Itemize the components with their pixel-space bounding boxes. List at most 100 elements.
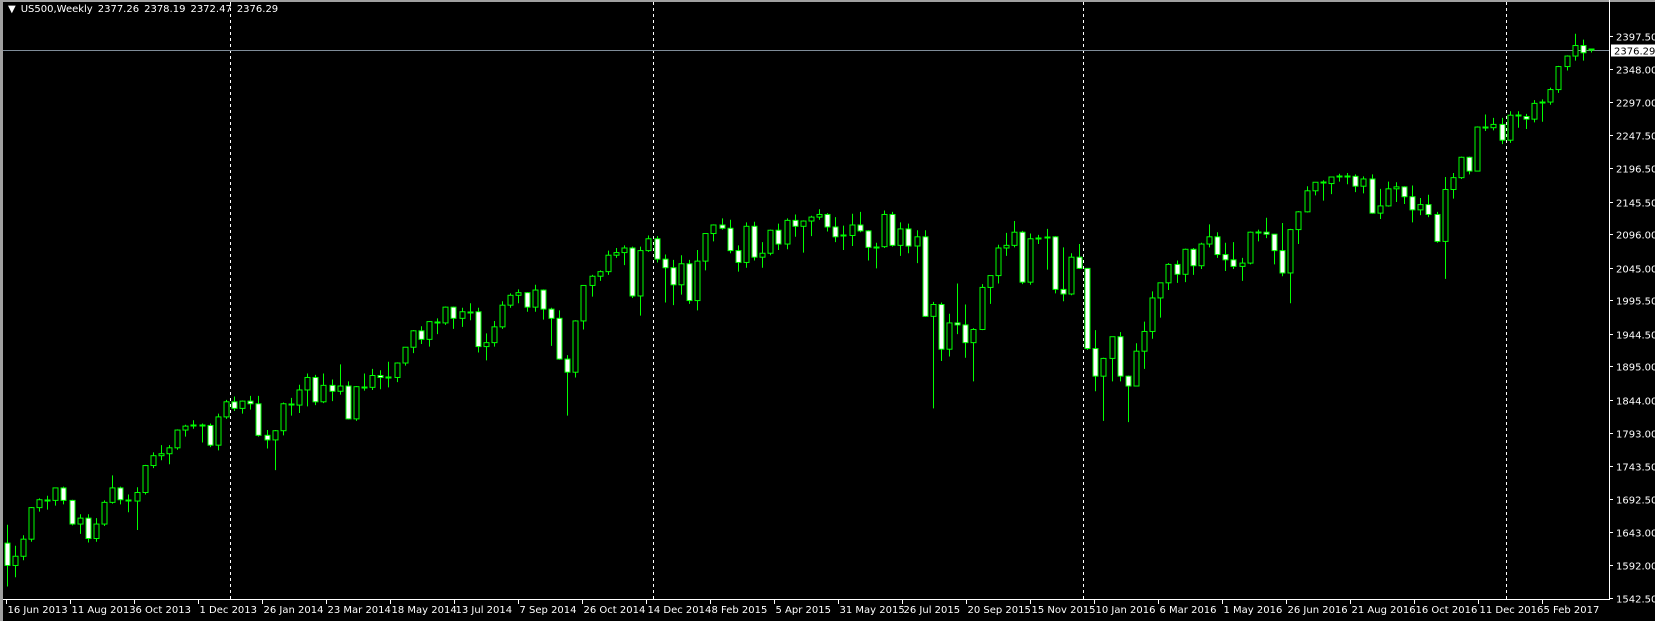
candle-bear [329,379,336,402]
price-tick-label: 1592.00 [1616,562,1655,573]
time-axis[interactable]: 16 Jun 2013 11 Aug 2013 6 Oct 2013 1 Dec 20… [6,599,1600,616]
price-tick-label: 1692.50 [1616,496,1655,507]
current-price-label: 2376.29 [1611,44,1655,58]
candle-bull [914,230,921,264]
candle-bull [1149,291,1156,339]
candle-bear [1084,267,1091,350]
candle-bull [1247,231,1254,265]
candle-bear [312,374,319,406]
candle-bear [1523,113,1530,130]
candle-bull [930,301,937,409]
candle-bear [1425,194,1432,218]
candle-bull [613,247,620,258]
date-tick-label: 8 Feb 2015 [712,605,768,616]
candle-bull [223,399,230,419]
candle-bull [77,514,84,534]
candle-bull [337,364,344,395]
date-tick-label: 5 Apr 2015 [776,605,831,616]
candle-bear [1588,48,1595,53]
candle-bull [580,284,587,330]
candle-bull [142,464,149,495]
candle-bear [60,486,67,505]
candle-bull [1328,176,1335,195]
candle-bull [1417,198,1424,216]
candle-bear [85,514,92,543]
candle-bear [1515,111,1522,128]
candle-bull [1458,156,1465,179]
candle-bear [719,218,726,230]
candle-bull [442,306,449,325]
candle-bull [280,402,287,436]
candle-bull [881,210,888,248]
candle-bear [264,430,271,449]
date-tick-label: 7 Sep 2014 [520,605,577,616]
candle-bull [1474,126,1481,172]
date-tick-label: 14 Dec 2014 [648,605,712,616]
candle-bull [353,386,360,421]
candle-bull [759,242,766,268]
candle-bear [434,318,441,335]
candle-bear [1230,242,1237,270]
candle-bull [1442,176,1449,279]
price-tick-label: 2348.00 [1616,66,1655,77]
price-axis[interactable]: 2397.50 2348.00 2297.00 2247.50 2196.50 2145.… [1609,33,1655,606]
candle-bull [515,289,522,304]
price-tick-label: 1995.50 [1616,297,1655,308]
candle-bull [150,452,157,469]
triangle-down-icon[interactable]: ▼ [8,4,16,15]
candle-bull [946,313,953,357]
price-tick-label: 2045.00 [1616,265,1655,276]
date-tick-label: 11 Dec 2016 [1480,605,1544,616]
candle-bear [1580,39,1587,61]
candle-bear [1052,236,1059,294]
candle-bear [1271,233,1278,265]
candle-bear [686,259,693,304]
candle-bull [426,320,433,347]
candle-bear [1263,217,1270,239]
price-tick-label: 1944.50 [1616,331,1655,342]
candle-bear [727,219,734,254]
date-tick-label: 23 Mar 2014 [328,605,391,616]
candle-bear [450,306,457,329]
price-tick-label: 2196.50 [1616,165,1655,176]
price-tick-label: 1895.00 [1616,363,1655,374]
candle-bear [1352,174,1359,193]
candle-bull [1450,173,1457,199]
candle-bull [402,346,409,366]
candle-bear [475,307,482,353]
date-tick-label: 26 Jul 2015 [904,605,961,616]
candle-bull [767,229,774,256]
candle-bull [645,235,652,252]
candle-bear [1222,242,1229,271]
candle-bear [255,395,262,437]
candle-bull [459,307,466,327]
candle-bear [524,292,531,312]
candle-bull [702,233,709,271]
candle-bull [1068,253,1075,296]
candle-bull [597,270,604,281]
candle-bull [1344,173,1351,185]
candle-bear [922,230,929,317]
candle-bear [418,326,425,344]
candle-bear [1019,230,1026,285]
candle-bull [1157,282,1164,318]
candle-bull [840,225,847,250]
candle-bear [345,381,352,420]
date-tick-label: 6 Oct 2013 [136,605,191,616]
price-tick-label: 2096.00 [1616,231,1655,242]
candle-bull [1003,232,1010,256]
date-tick-label: 1 Dec 2013 [200,605,258,616]
candle-bull [1182,248,1189,283]
period-separators [230,2,1507,599]
candle-bull [995,244,1002,284]
candle-bear [824,213,831,232]
price-tick-label: 1743.50 [1616,463,1655,474]
candle-bull [1198,242,1205,270]
candle-bull [849,213,856,247]
date-tick-label: 5 Feb 2017 [1544,605,1600,616]
candle-bull [1109,336,1116,382]
candle-bull [808,215,815,237]
candle-bear [556,310,563,360]
